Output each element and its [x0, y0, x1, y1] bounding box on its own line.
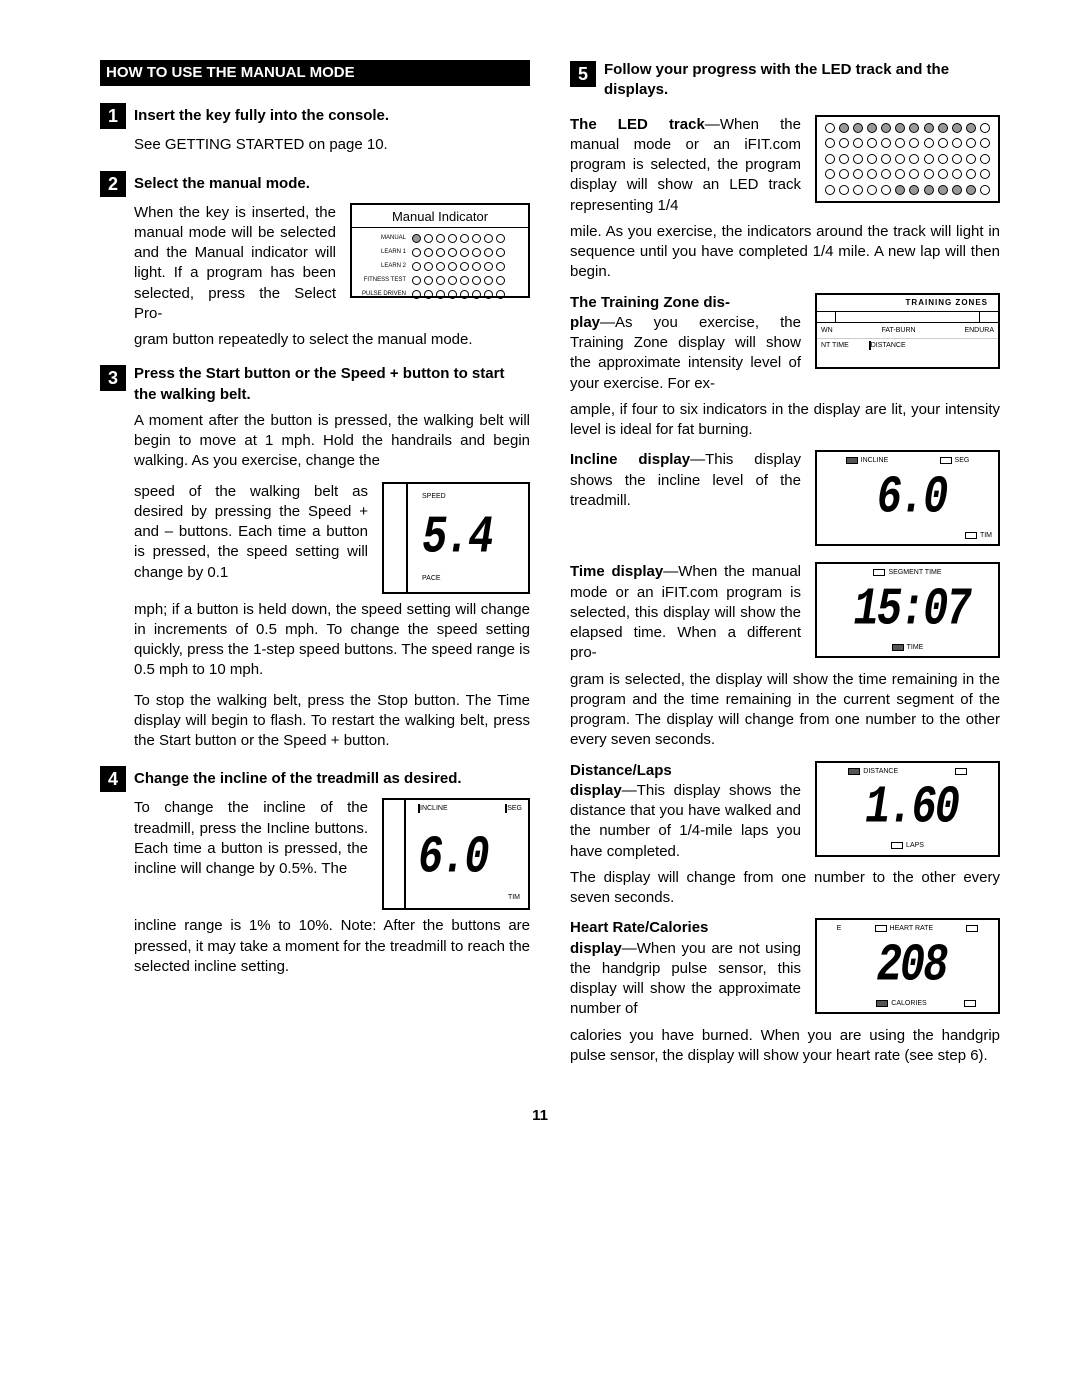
incline-display-figure-left: INCLINE SEG 6.0 TIM: [382, 798, 530, 910]
step-2: 2 Select the manual mode. When the key i…: [100, 170, 530, 351]
led-track-text: The LED track—When the manual mode or an…: [570, 115, 801, 216]
incline-text: Incline display—This display shows the i…: [570, 450, 801, 511]
step-2-side-text: When the key is inserted, the manual mod…: [134, 203, 336, 325]
speed-display-figure: SPEED 5.4 PACE: [382, 482, 530, 594]
heart-cont: calories you have burned. When you are u…: [570, 1026, 1000, 1067]
heart-value: 208: [877, 931, 947, 1002]
step-num-2: 2: [100, 171, 126, 197]
led-track-figure: [815, 115, 1000, 203]
training-zone-text: The Training Zone dis-playplay—As you ex…: [570, 293, 801, 394]
distance-text: Distance/Lapsdisplay—This display shows …: [570, 761, 801, 862]
step-4-cont: incline range is 1% to 10%. Note: After …: [134, 916, 530, 977]
right-column: 5 Follow your progress with the LED trac…: [570, 60, 1000, 1076]
step-num-1: 1: [100, 103, 126, 129]
step-title-5: Follow your progress with the LED track …: [604, 60, 1000, 101]
page-number: 11: [0, 1106, 1080, 1126]
step-4: 4 Change the incline of the treadmill as…: [100, 765, 530, 977]
time-cont: gram is selected, the display will show …: [570, 670, 1000, 751]
distance-display-figure: DISTANCE 1.60 LAPS: [815, 761, 1000, 857]
section-title: HOW TO USE THE MANUAL MODE: [100, 60, 530, 86]
time-value: 15:07: [853, 575, 969, 646]
step-title-1: Insert the key fully into the console.: [134, 102, 389, 126]
heart-display-figure: E HEART RATE 208 CALORIES: [815, 918, 1000, 1014]
step-3-cont: mph; if a button is held down, the speed…: [134, 600, 530, 681]
distance-cont: The display will change from one number …: [570, 868, 1000, 909]
step-title-3: Press the Start button or the Speed + bu…: [134, 364, 530, 405]
incline-display-figure: INCLINE SEG 6.0 TIM: [815, 450, 1000, 546]
manual-indicator-figure: Manual Indicator MANUAL LEARN 1 LEARN 2 …: [350, 203, 530, 298]
step-3: 3 Press the Start button or the Speed + …: [100, 364, 530, 751]
step-title-2: Select the manual mode.: [134, 170, 310, 194]
manual-indicator-title: Manual Indicator: [352, 205, 528, 229]
distance-value: 1.60: [865, 773, 958, 844]
step-3-p2: To stop the walking belt, press the Stop…: [134, 691, 530, 752]
speed-value: 5.4: [422, 502, 492, 573]
step-num-4: 4: [100, 766, 126, 792]
step-4-side-text: To change the incline of the treadmill, …: [134, 798, 368, 879]
step-1: 1 Insert the key fully into the console.…: [100, 102, 530, 155]
led-track-cont: mile. As you exercise, the indicators ar…: [570, 222, 1000, 283]
incline-value: 6.0: [877, 463, 947, 534]
time-display-figure: SEGMENT TIME 15:07 TIME: [815, 562, 1000, 658]
step-3-side-text: speed of the walking belt as desired by …: [134, 482, 368, 583]
time-text: Time display—When the manual mode or an …: [570, 562, 801, 663]
step-num-5: 5: [570, 61, 596, 87]
heart-text: Heart Rate/Caloriesdisplay—When you are …: [570, 918, 801, 1019]
step-1-body: See GETTING STARTED on page 10.: [134, 135, 530, 155]
left-column: HOW TO USE THE MANUAL MODE 1 Insert the …: [100, 60, 530, 1076]
training-zone-cont: ample, if four to six indicators in the …: [570, 400, 1000, 441]
step-title-4: Change the incline of the treadmill as d…: [134, 765, 462, 789]
step-3-p1: A moment after the button is pressed, th…: [134, 411, 530, 472]
step-num-3: 3: [100, 365, 126, 391]
training-zone-figure: TRAINING ZONES WN FAT-BURN ENDURA NT TIM…: [815, 293, 1000, 369]
step-2-cont: gram button repeatedly to select the man…: [134, 330, 530, 350]
incline-value-left: 6.0: [418, 823, 488, 894]
